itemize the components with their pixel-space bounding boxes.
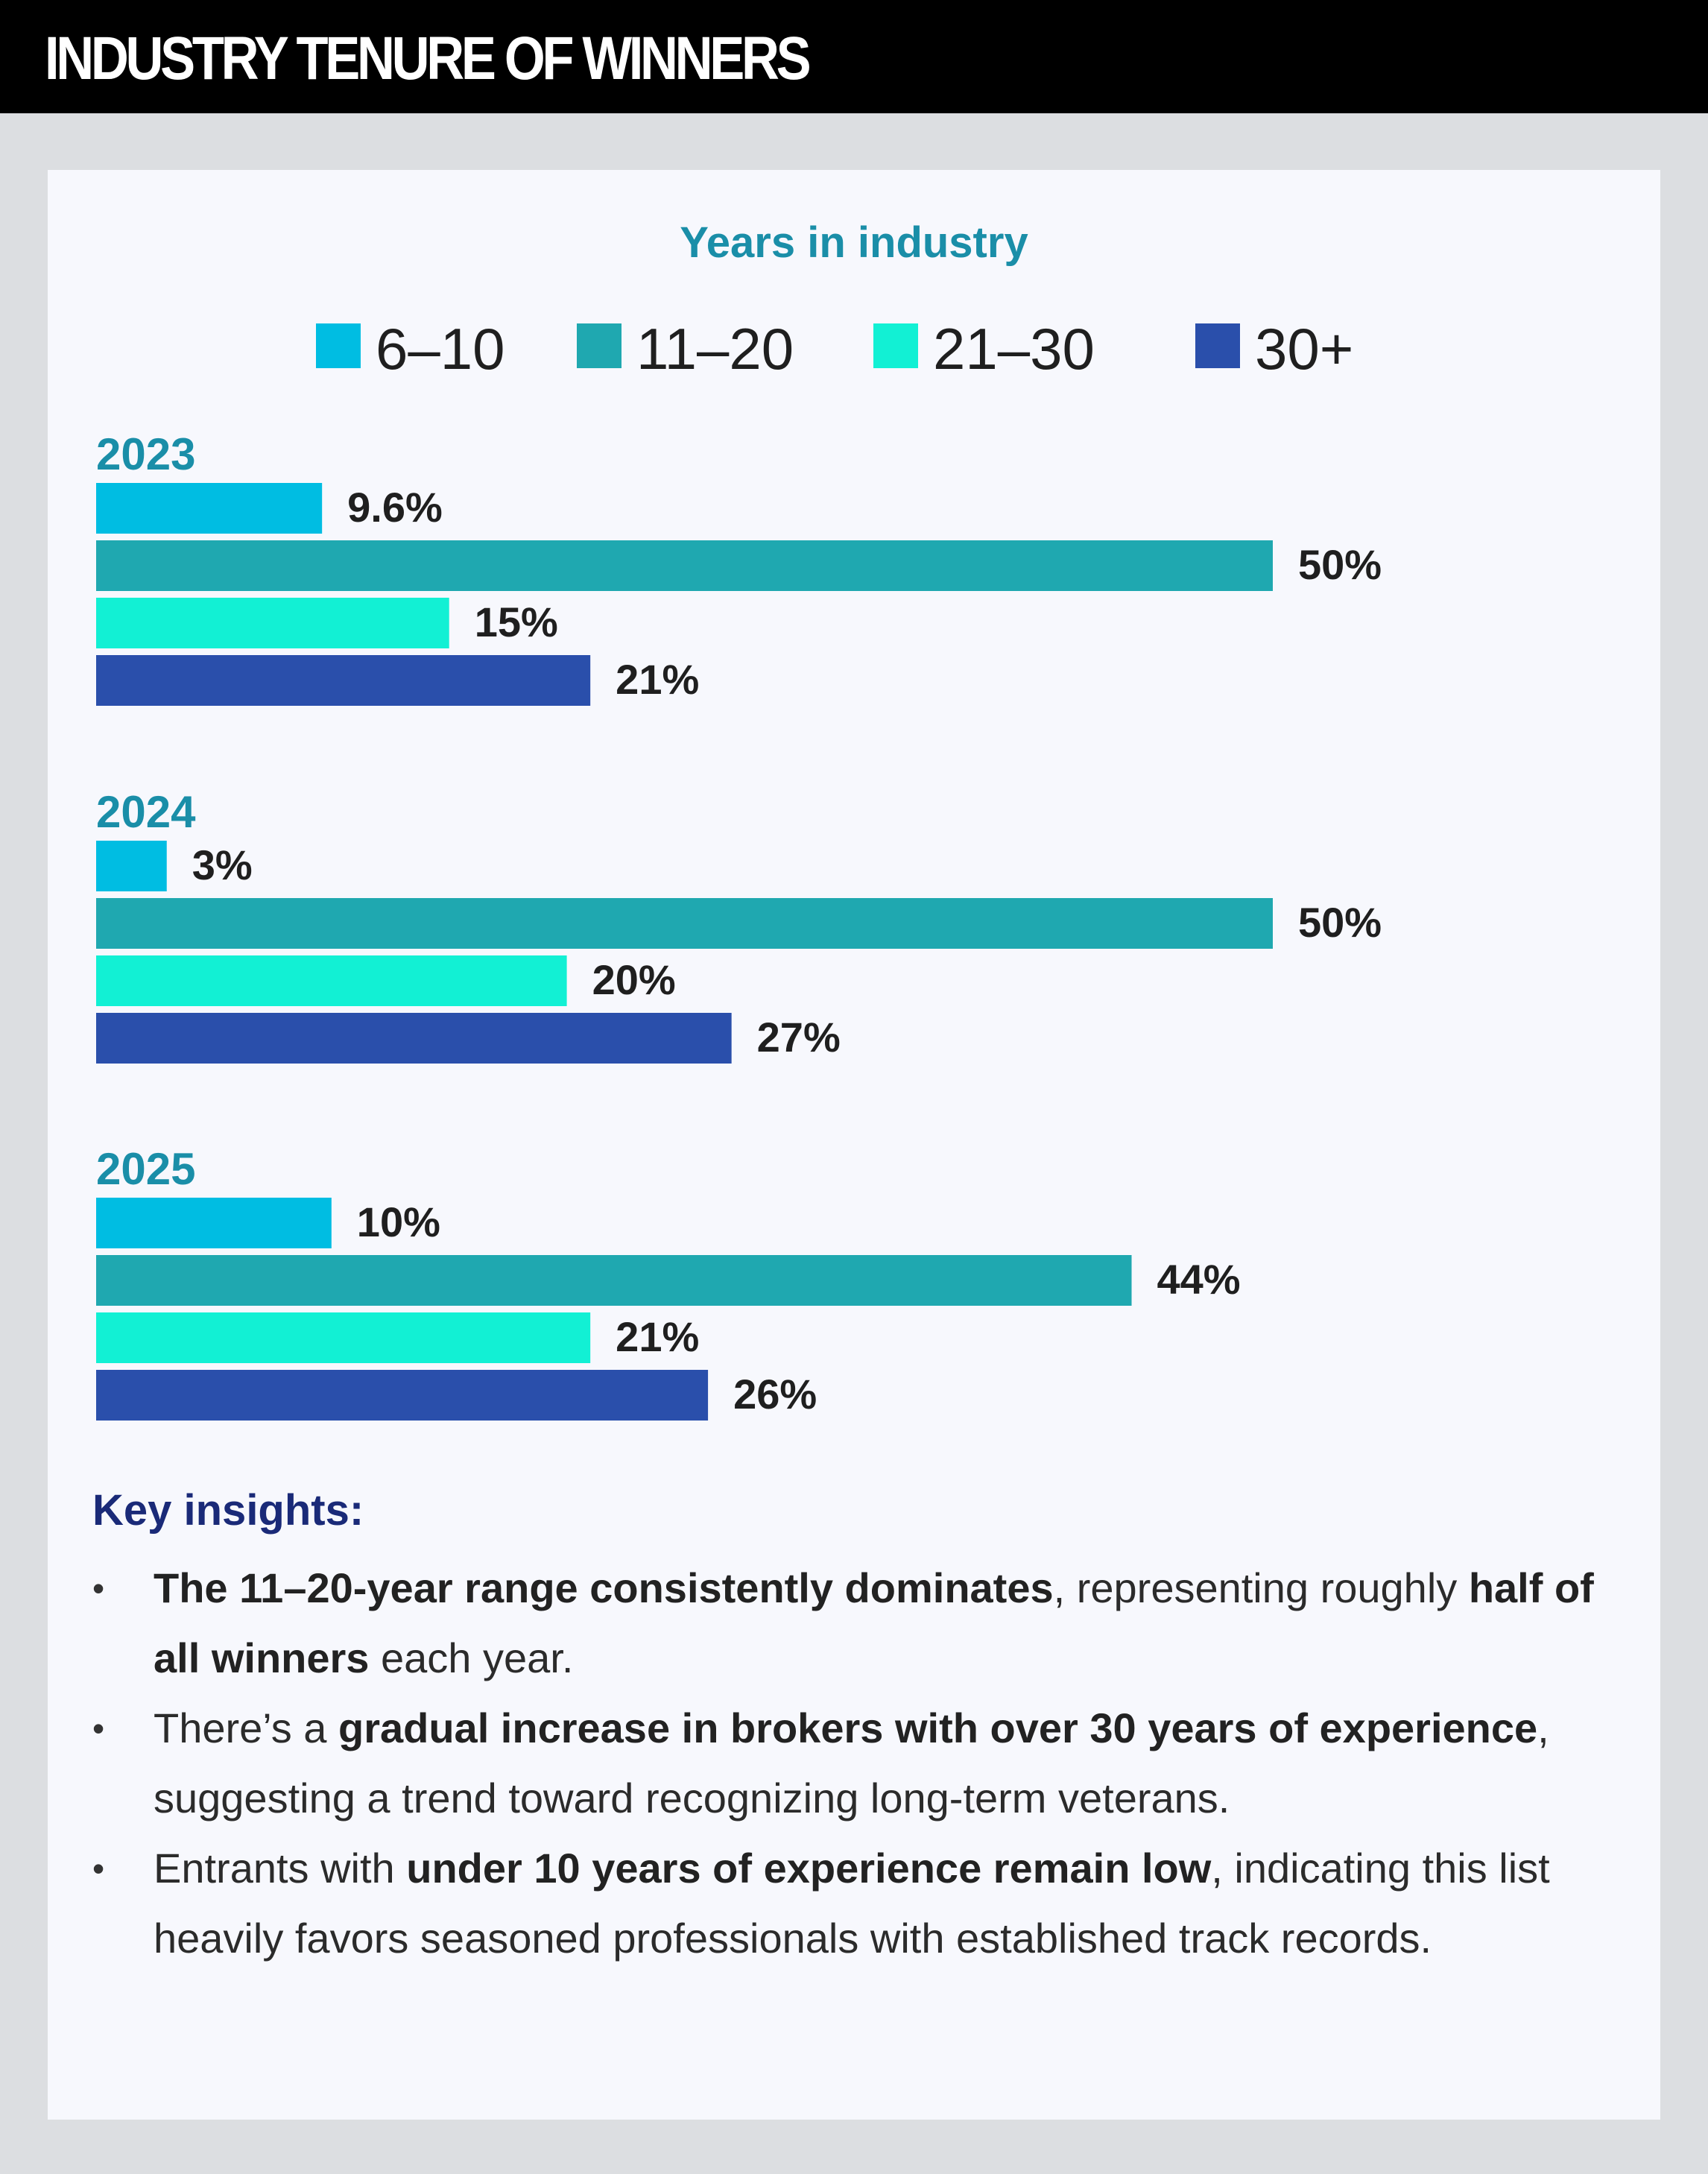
insight-text: , indicating this list heavily favors se… xyxy=(154,1845,1550,1962)
insight-bold: half of all winners xyxy=(154,1564,1594,1681)
year-label: 2023 xyxy=(96,429,195,479)
insight-item: • Entrants with under 10 years of experie… xyxy=(92,1833,1613,1974)
value-label: 50% xyxy=(1298,899,1382,946)
legend-label-30-plus: 30+ xyxy=(1255,316,1354,382)
legend: 6–10 11–20 21–30 30+ xyxy=(0,316,1708,382)
value-label: 21% xyxy=(616,1313,699,1360)
bar-21-30 xyxy=(96,598,449,648)
bar-6-10 xyxy=(96,841,167,891)
value-label: 44% xyxy=(1157,1256,1241,1303)
bar-30-plus xyxy=(96,1013,732,1064)
insight-bold: gradual increase in brokers with over 30… xyxy=(338,1704,1538,1751)
bar-6-10 xyxy=(96,1198,332,1248)
bar-30-plus xyxy=(96,655,591,706)
insights-title: Key insights: xyxy=(92,1486,364,1535)
value-label: 26% xyxy=(733,1371,817,1418)
insight-text: There’s a xyxy=(154,1704,338,1751)
bar-6-10 xyxy=(96,483,323,534)
insight-text: , suggesting a trend toward recognizing … xyxy=(154,1704,1549,1821)
value-label: 50% xyxy=(1298,541,1382,588)
insights-list: • The 11–20-year range consistently domin… xyxy=(92,1553,1613,1974)
value-label: 15% xyxy=(475,598,558,645)
legend-swatch-11-20 xyxy=(577,323,621,368)
bar-11-20 xyxy=(96,1255,1132,1306)
bullet-icon: • xyxy=(92,1709,105,1748)
legend-swatch-30-plus xyxy=(1195,323,1240,368)
page-title: INDUSTRY TENURE OF WINNERS xyxy=(45,25,812,92)
legend-label-11-20: 11–20 xyxy=(636,316,794,382)
insight-item: • There’s a gradual increase in brokers w… xyxy=(92,1693,1613,1833)
year-label: 2025 xyxy=(96,1144,195,1194)
bar-21-30 xyxy=(96,1312,591,1363)
bullet-icon: • xyxy=(92,1569,105,1608)
value-label: 27% xyxy=(757,1014,841,1061)
legend-label-21-30: 21–30 xyxy=(933,316,1095,382)
value-label: 21% xyxy=(616,656,699,703)
insight-text: Entrants with xyxy=(154,1845,407,1892)
value-label: 20% xyxy=(592,956,676,1003)
insight-item: • The 11–20-year range consistently domin… xyxy=(92,1553,1613,1693)
insight-text: , representing roughly xyxy=(1053,1564,1469,1611)
insight-bold: The 11–20-year range consistently domina… xyxy=(154,1564,1054,1611)
bar-11-20 xyxy=(96,540,1273,591)
legend-swatch-21-30 xyxy=(873,323,918,368)
insight-text: each year. xyxy=(369,1634,574,1681)
value-label: 3% xyxy=(192,841,253,888)
chart-title: Years in industry xyxy=(680,218,1028,267)
bullet-icon: • xyxy=(92,1849,105,1888)
insight-bold: under 10 years of experience remain low xyxy=(406,1845,1212,1892)
year-label: 2024 xyxy=(96,787,196,837)
legend-swatch-6-10 xyxy=(316,323,361,368)
bar-21-30 xyxy=(96,955,567,1006)
value-label: 9.6% xyxy=(347,484,443,531)
bar-30-plus xyxy=(96,1370,709,1421)
bar-11-20 xyxy=(96,898,1273,949)
value-label: 10% xyxy=(357,1198,440,1245)
header-bar: INDUSTRY TENURE OF WINNERS xyxy=(0,0,1708,113)
legend-label-6-10: 6–10 xyxy=(376,316,505,382)
